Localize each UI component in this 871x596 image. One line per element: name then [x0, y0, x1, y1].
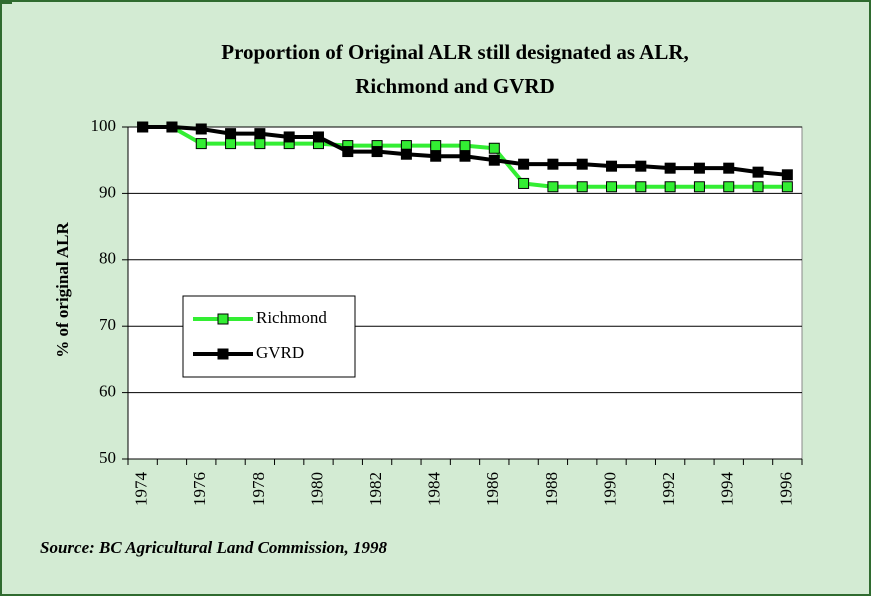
legend-label: GVRD: [256, 343, 304, 362]
point: [635, 181, 647, 193]
y-tick-label: 90: [99, 182, 116, 201]
point: [664, 162, 676, 174]
point: [195, 123, 207, 135]
plot-area: [127, 126, 803, 460]
point: [576, 158, 588, 170]
chart-title: Proportion of Original ALR still designa…: [221, 40, 689, 64]
x-tick-label: 1980: [307, 472, 326, 506]
point: [693, 181, 705, 193]
point: [137, 121, 149, 133]
point: [195, 138, 207, 150]
legend-marker: [217, 313, 229, 325]
x-tick-label: 1992: [659, 472, 678, 506]
x-tick-label: 1988: [542, 472, 561, 506]
point: [518, 158, 530, 170]
point: [781, 181, 793, 193]
point: [606, 181, 618, 193]
point: [547, 181, 559, 193]
point: [254, 138, 266, 150]
point: [752, 181, 764, 193]
y-tick-label: 50: [99, 448, 116, 467]
point: [166, 121, 178, 133]
x-tick-label: 1996: [776, 472, 795, 506]
point: [488, 154, 500, 166]
point: [635, 160, 647, 172]
point: [693, 162, 705, 174]
point: [225, 138, 237, 150]
y-tick-label: 100: [91, 116, 117, 135]
chart-title: Richmond and GVRD: [355, 74, 555, 98]
point: [459, 140, 471, 152]
point: [430, 140, 442, 152]
source: Source: BC Agricultural Land Commission,…: [40, 538, 387, 557]
y-tick-label: 60: [99, 382, 116, 401]
x-tick-label: 1974: [132, 472, 151, 507]
y-axis-label: % of original ALR: [53, 222, 72, 358]
point: [518, 177, 530, 189]
corner: [0, 0, 12, 4]
legend-marker: [217, 348, 229, 360]
legend-label: Richmond: [256, 308, 327, 327]
point: [723, 181, 735, 193]
point: [283, 131, 295, 143]
point: [400, 148, 412, 160]
point: [225, 128, 237, 140]
point: [430, 150, 442, 162]
point: [371, 146, 383, 158]
y-tick-label: 80: [99, 249, 116, 268]
x-tick-label: 1978: [249, 472, 268, 506]
point: [459, 150, 471, 162]
point: [606, 160, 618, 172]
legend: [182, 295, 356, 378]
point: [547, 158, 559, 170]
x-tick-label: 1976: [190, 472, 209, 506]
x-tick-label: 1990: [600, 472, 619, 506]
point: [576, 181, 588, 193]
point: [254, 128, 266, 140]
point: [723, 162, 735, 174]
point: [664, 181, 676, 193]
point: [488, 142, 500, 154]
x-tick-label: 1986: [483, 472, 502, 506]
x-tick-label: 1994: [718, 472, 737, 507]
point: [781, 169, 793, 181]
x-tick-label: 1984: [425, 472, 444, 507]
y-tick-label: 70: [99, 315, 116, 334]
point: [752, 166, 764, 178]
point: [342, 146, 354, 158]
point: [312, 131, 324, 143]
x-tick-label: 1982: [366, 472, 385, 506]
